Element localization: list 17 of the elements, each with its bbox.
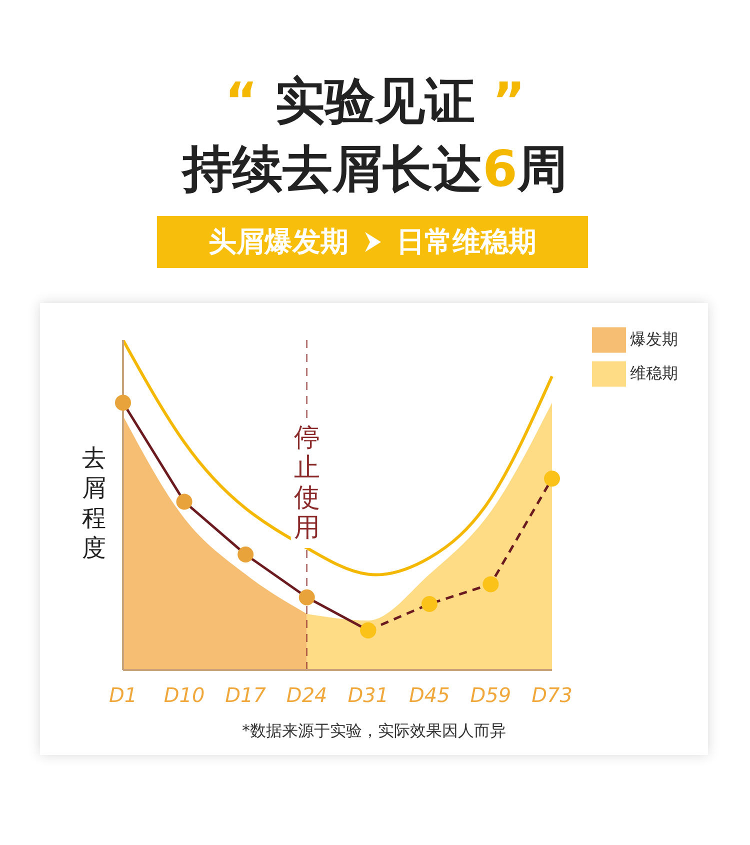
chart-title: “ 实验见证 ” (224, 71, 526, 132)
x-tick-label: D10 (164, 683, 205, 708)
x-tick-label: D59 (470, 683, 512, 708)
legend-label: 爆发期 (630, 329, 678, 348)
x-tick-label: D31 (348, 683, 389, 708)
text: 头屑爆发期 (208, 224, 348, 260)
chart-subtitle: 持续去屑长达6周 (180, 139, 568, 200)
x-tick-label: D45 (409, 683, 450, 708)
legend-label: 维稳期 (630, 363, 678, 382)
x-tick-label: D17 (225, 683, 266, 708)
x-tick-label: D73 (532, 683, 572, 708)
x-tick-label: D24 (286, 683, 328, 708)
x-tick-label: D1 (108, 683, 138, 708)
text: *数据来源于实验，实际效果因人而异 (241, 721, 507, 742)
y-axis-title: 去屑程度 (82, 443, 106, 563)
ref-line-label: 停止使用 (294, 423, 320, 543)
text: 日常维稳期 (396, 224, 536, 260)
